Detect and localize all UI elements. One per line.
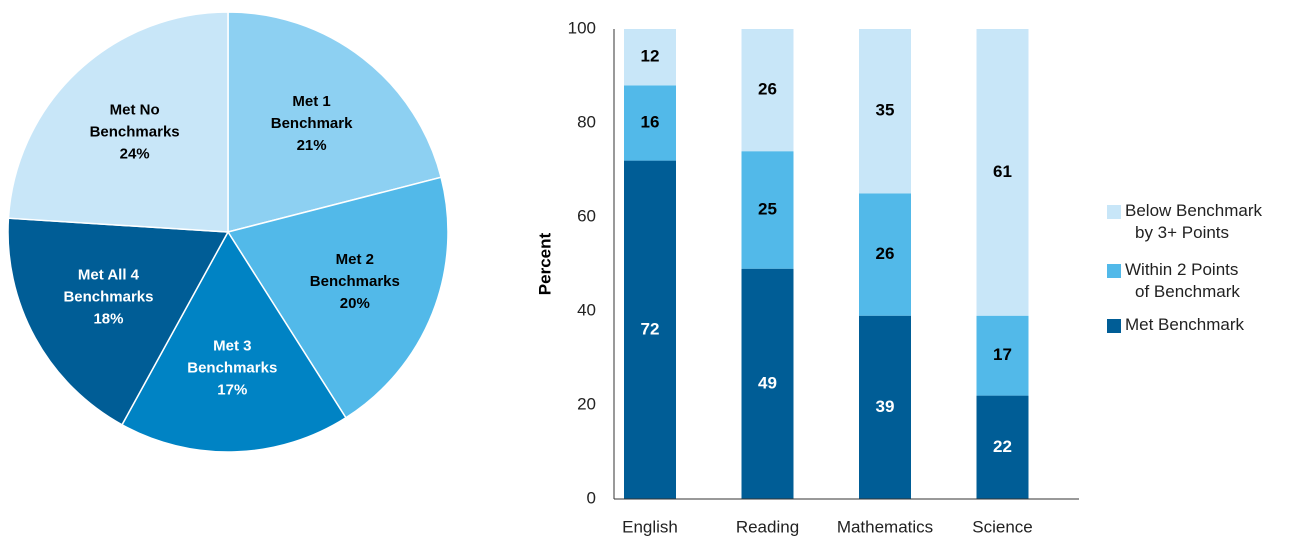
x-tick-label: English [622,517,678,536]
y-axis-title: Percent [535,232,554,295]
pie-slice-label: Met All 4 Benchmarks 18% [63,267,153,328]
pie-slice-label: Met 2 Benchmarks 20% [310,251,400,312]
bar-value-label: 61 [993,162,1012,181]
bar-value-label: 26 [876,244,895,263]
bar-segment [976,29,1029,316]
bar-value-label: 72 [641,319,660,338]
bar-value-label: 25 [758,199,777,218]
legend-label: Within 2 Points of Benchmark [1125,260,1240,301]
bar-segment [976,315,1029,396]
bar-value-label: 39 [876,397,895,416]
bar-value-label: 49 [758,373,777,392]
stacked-bar-chart: 0 20 40 60 80 100 Percent 72 16 12 English 49 25 26 Re… [535,18,1263,536]
x-tick-label: Mathematics [837,517,933,536]
pie-slice-label: Met 1 Benchmark 21% [271,93,353,154]
bar-value-label: 12 [641,47,660,66]
bar-segment [976,395,1029,499]
pie-slice-label: Met No Benchmarks 24% [90,102,180,163]
bar-segment [741,29,794,152]
pie-slice [120,230,347,453]
x-tick-label: Science [972,517,1032,536]
x-tick-label: Reading [736,517,799,536]
bar-value-label: 17 [993,345,1012,364]
bar-value-label: 16 [641,112,660,131]
legend-label: Below Benchmark by 3+ Points [1125,201,1263,242]
bar-value-label: 35 [876,101,895,120]
pie-slice [227,11,443,233]
bar-segment [859,315,911,499]
pie-chart: Met 1 Benchmark 21% Met 2 Benchmarks 20% Met 3… [7,11,449,453]
bar-segment [859,29,911,194]
y-tick-label: 0 [587,488,596,507]
legend-swatch [1107,319,1121,333]
bar-value-label: 22 [993,437,1012,456]
y-tick-label: 80 [577,112,596,131]
y-tick-label: 40 [577,300,596,319]
y-tick-label: 60 [577,206,596,225]
y-tick-label: 100 [568,18,596,37]
legend-swatch [1107,205,1121,219]
bar-segment [624,85,676,161]
legend-label: Met Benchmark [1125,315,1245,334]
bar-value-label: 26 [758,80,777,99]
pie-slice [7,11,229,233]
bar-segment [741,151,794,269]
pie-slice [226,176,449,419]
bar-segment [859,193,911,316]
pie-slice [7,217,230,426]
y-tick-label: 20 [577,394,596,413]
pie-slice-label: Met 3 Benchmarks 17% [187,337,277,398]
bar-segment [624,29,676,86]
bar-segment [624,160,676,499]
bar-segment [741,268,794,499]
legend-swatch [1107,264,1121,278]
